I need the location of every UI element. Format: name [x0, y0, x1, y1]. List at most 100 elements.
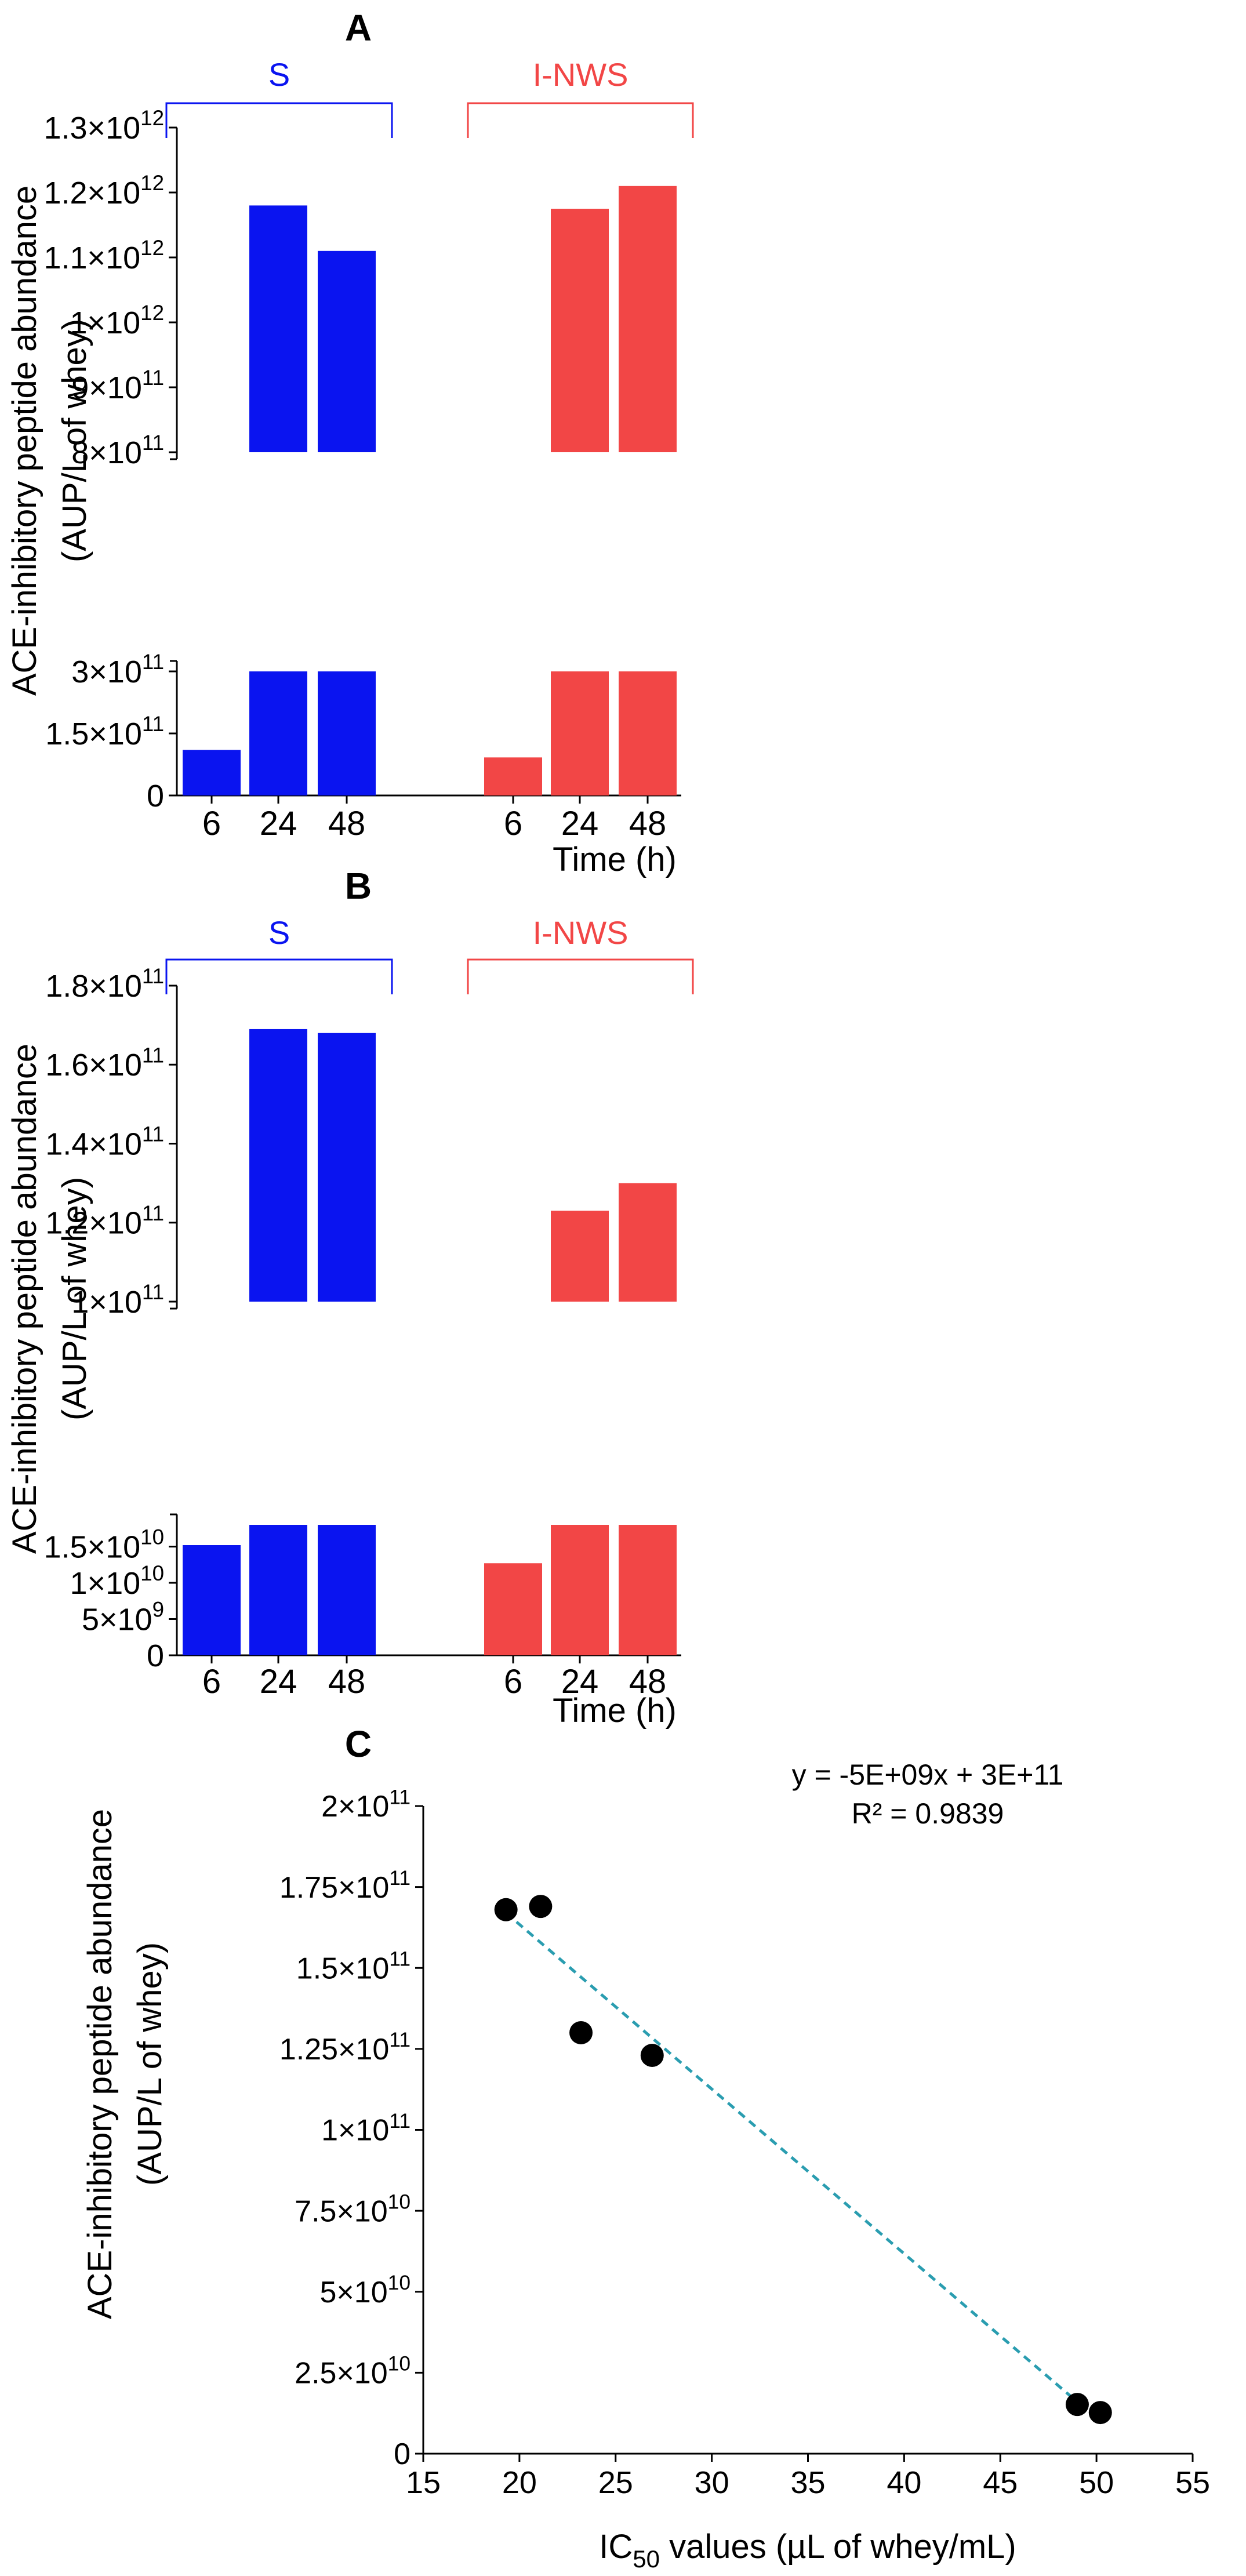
y-tick-label-upper-a-1: 9×1011 [71, 366, 164, 405]
y-tick-label-c-2: 5×1010 [320, 2272, 411, 2309]
bar-upper-a-s-24 [249, 205, 307, 452]
data-point-1 [529, 1895, 553, 1919]
y-tick-label-c-4: 1×1011 [321, 2110, 411, 2148]
x-axis-title-b: Time (h) [553, 1692, 677, 1730]
y-tick-label-upper-b-3: 1.6×1011 [45, 1043, 164, 1082]
trendline [505, 1912, 1078, 2403]
bar-b-i-nws-6 [484, 1563, 542, 1655]
y-tick-label-c-8: 2×1011 [321, 1786, 411, 1823]
bar-upper-a-s-48 [318, 250, 376, 452]
panel-a: A ACE-inhibitory peptide abundance (AUP/… [6, 7, 694, 878]
x-tick-label-c-6: 45 [983, 2465, 1018, 2500]
y-tick-label-upper-a-5: 1.3×1012 [43, 106, 164, 146]
y-tick-label-lower-b-2: 1×1010 [70, 1561, 164, 1601]
bar-upper-a-i-nws-24 [551, 209, 609, 452]
group-label-a-i-nws: I-NWS [533, 56, 629, 93]
panel-b: B ACE-inhibitory peptide abundance (AUP/… [6, 865, 694, 1730]
panel-label-a: A [345, 7, 372, 49]
x-axis-title-c: IC50 values (µL of whey/mL) [599, 2528, 1016, 2573]
x-axis-title-a: Time (h) [553, 841, 677, 878]
data-point-5 [1088, 2401, 1112, 2425]
x-tick-label-c-7: 50 [1079, 2465, 1114, 2500]
x-tick-label-a-s-48: 48 [328, 805, 366, 842]
y-tick-label-c-6-exponent: 11 [389, 1948, 411, 1971]
y-tick-label-c-3: 7.5×1010 [295, 2190, 411, 2228]
bar-upper-b-s-24 [249, 1029, 307, 1302]
r-squared-label: R² = 0.9839 [852, 1797, 1004, 1830]
y-tick-label-upper-b-4: 1.8×1011 [45, 964, 164, 1004]
y-tick-label-upper-a-2-exponent: 12 [140, 301, 164, 325]
bar-lower-b-i-nws-48 [619, 1525, 677, 1655]
y-tick-label-c-2-mantissa: 5×10 [320, 2276, 388, 2309]
y-tick-label-c-2-exponent: 10 [388, 2272, 411, 2294]
y-tick-label-c-7-exponent: 11 [389, 1867, 411, 1890]
bar-lower-b-s-24 [249, 1525, 307, 1655]
x-tick-label-c-8: 55 [1175, 2465, 1210, 2500]
x-tick-label-a-i-nws-48: 48 [629, 805, 667, 842]
y-axis-title-a-line1: ACE-inhibitory peptide abundance [6, 186, 43, 696]
bar-upper-b-s-48 [318, 1033, 376, 1302]
y-axis-title-c-line2: (AUP/L of whey) [131, 1942, 169, 2186]
data-point-2 [569, 2021, 593, 2044]
y-tick-label-upper-a-5-exponent: 12 [140, 106, 164, 130]
y-tick-label-lower-b-2-mantissa: 1×10 [70, 1566, 141, 1601]
bar-b-s-6 [183, 1545, 241, 1655]
y-tick-label-upper-b-1-mantissa: 1.2×10 [45, 1206, 142, 1241]
y-tick-label-c-7: 1.75×1011 [279, 1867, 411, 1905]
y-tick-label-lower-a-1: 1.5×1011 [45, 712, 164, 751]
group-bracket-a-s [165, 102, 393, 138]
group-label-b-i-nws: I-NWS [533, 914, 629, 951]
y-tick-label-upper-b-3-mantissa: 1.6×10 [45, 1048, 142, 1082]
y-tick-label-upper-a-1-mantissa: 9×10 [71, 370, 142, 405]
trendline-equation: y = -5E+09x + 3E+11 [792, 1758, 1064, 1791]
y-tick-label-upper-a-0: 8×1011 [71, 431, 164, 470]
y-tick-label-lower-a-0: 0 [147, 779, 164, 813]
y-tick-label-lower-b-3-mantissa: 1.5×10 [43, 1529, 140, 1564]
panel-label-b: B [345, 865, 372, 907]
group-bracket-a-i-nws [467, 102, 694, 138]
y-tick-label-lower-a-1-mantissa: 1.5×10 [45, 717, 142, 751]
y-tick-label-upper-a-2: 1×1012 [70, 301, 164, 340]
y-tick-label-c-0: 0 [394, 2437, 411, 2471]
y-tick-label-c-7-mantissa: 1.75×10 [279, 1871, 389, 1905]
x-tick-label-c-5: 40 [887, 2465, 921, 2500]
y-tick-label-upper-a-4-exponent: 12 [140, 171, 164, 195]
bar-lower-a-i-nws-24 [551, 671, 609, 795]
y-tick-label-c-6-mantissa: 1.5×10 [296, 1952, 390, 1985]
x-tick-label-a-i-nws-24: 24 [561, 805, 599, 842]
y-tick-label-c-1-exponent: 10 [388, 2353, 411, 2375]
y-tick-label-upper-b-0-exponent: 11 [142, 1280, 164, 1304]
y-tick-label-c-3-exponent: 10 [388, 2190, 411, 2213]
bar-a-s-6 [183, 750, 241, 795]
y-tick-label-lower-b-0: 0 [147, 1638, 164, 1673]
y-tick-label-lower-a-0-mantissa: 0 [147, 779, 164, 813]
y-tick-label-c-5-mantissa: 1.25×10 [279, 2033, 389, 2066]
y-tick-label-c-1-mantissa: 2.5×10 [295, 2357, 388, 2390]
y-tick-label-lower-b-3-exponent: 10 [140, 1525, 164, 1549]
y-tick-label-upper-a-0-mantissa: 8×10 [71, 435, 142, 470]
y-tick-label-lower-b-3: 1.5×1010 [43, 1525, 164, 1565]
group-bracket-b-i-nws [467, 958, 694, 994]
group-label-b-s: S [268, 914, 290, 951]
y-tick-label-lower-b-1-exponent: 9 [152, 1598, 164, 1622]
y-tick-label-lower-a-2-exponent: 11 [142, 650, 164, 674]
y-tick-label-upper-b-2: 1.4×1011 [45, 1122, 164, 1162]
y-tick-label-upper-a-5-mantissa: 1.3×10 [43, 111, 140, 146]
y-tick-label-upper-a-4: 1.2×1012 [43, 171, 164, 210]
bar-lower-b-s-48 [318, 1525, 376, 1655]
y-tick-label-upper-b-0: 1×1011 [71, 1280, 164, 1320]
x-tick-label-b-s-6: 6 [202, 1663, 221, 1701]
panel-c: C ACE-inhibitory peptide abundance (AUP/… [81, 1723, 1210, 2573]
y-tick-label-c-5: 1.25×1011 [279, 2029, 411, 2066]
x-tick-label-b-i-nws-48: 48 [629, 1663, 667, 1701]
y-tick-label-upper-a-3: 1.1×1012 [43, 236, 164, 275]
y-axis-title-b-line1: ACE-inhibitory peptide abundance [6, 1044, 43, 1554]
x-axis-title-c-subscript: 50 [633, 2545, 660, 2573]
bar-upper-a-i-nws-48 [619, 186, 677, 452]
y-tick-label-upper-b-4-mantissa: 1.8×10 [45, 969, 142, 1004]
bar-upper-b-i-nws-24 [551, 1211, 609, 1302]
y-tick-label-upper-a-0-exponent: 11 [142, 431, 164, 455]
x-tick-label-c-3: 30 [695, 2465, 729, 2500]
x-tick-label-a-s-6: 6 [202, 805, 221, 842]
x-tick-label-c-0: 15 [406, 2465, 441, 2500]
